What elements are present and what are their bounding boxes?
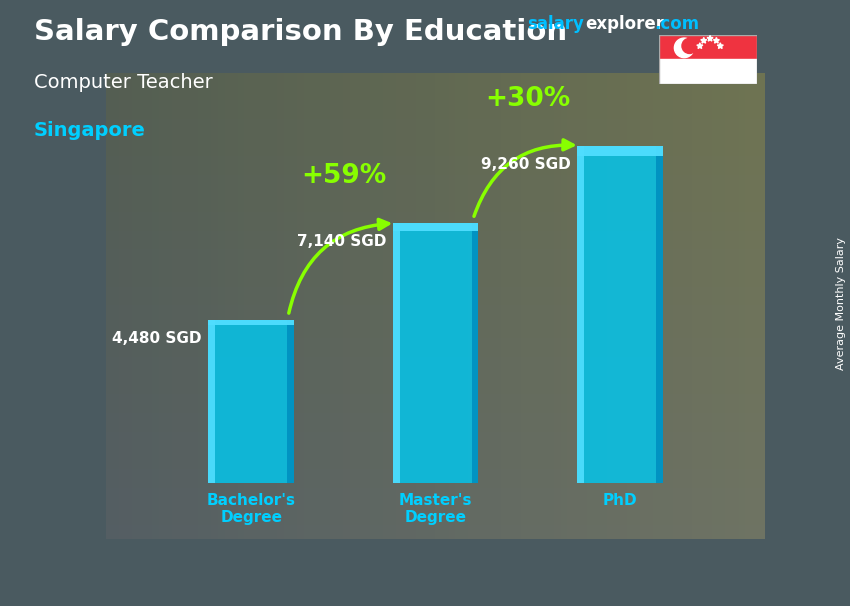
Text: Salary Comparison By Education: Salary Comparison By Education [34,18,567,46]
Text: Singapore: Singapore [34,121,146,140]
FancyBboxPatch shape [577,145,663,156]
Text: 7,140 SGD: 7,140 SGD [297,234,386,249]
Text: salary: salary [527,15,584,33]
Circle shape [682,38,697,53]
FancyBboxPatch shape [208,320,215,484]
Polygon shape [707,35,713,41]
FancyArrowPatch shape [474,140,573,216]
Text: explorer: explorer [585,15,664,33]
FancyBboxPatch shape [472,223,479,484]
Bar [659,59,756,84]
Text: +59%: +59% [301,163,386,189]
Polygon shape [697,43,703,48]
Text: Average Monthly Salary: Average Monthly Salary [836,236,846,370]
Bar [659,35,756,59]
Polygon shape [717,43,723,48]
Polygon shape [700,38,706,43]
Text: Bachelor's
Degree: Bachelor's Degree [207,493,296,525]
FancyBboxPatch shape [577,145,663,484]
Text: 9,260 SGD: 9,260 SGD [481,157,570,171]
Text: .com: .com [654,15,700,33]
Circle shape [674,38,694,58]
FancyBboxPatch shape [208,320,294,325]
Text: Master's
Degree: Master's Degree [399,493,473,525]
Text: 4,480 SGD: 4,480 SGD [112,331,201,346]
FancyBboxPatch shape [287,320,294,484]
FancyBboxPatch shape [393,223,479,484]
FancyBboxPatch shape [208,320,294,484]
FancyBboxPatch shape [656,145,663,484]
Polygon shape [713,38,719,43]
Text: +30%: +30% [485,86,570,112]
Text: PhD: PhD [603,493,638,508]
FancyBboxPatch shape [393,223,400,484]
Text: Computer Teacher: Computer Teacher [34,73,212,92]
FancyBboxPatch shape [577,145,584,484]
FancyArrowPatch shape [289,219,388,313]
FancyBboxPatch shape [393,223,479,231]
